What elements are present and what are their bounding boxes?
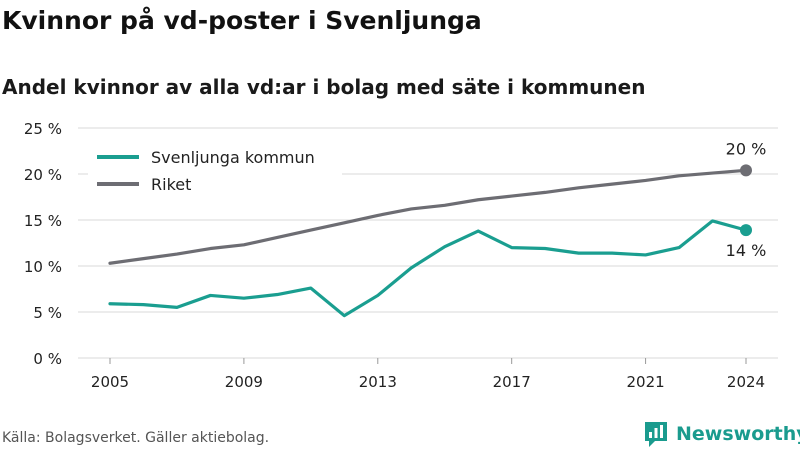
chart-title: Kvinnor på vd-poster i Svenljunga	[2, 6, 482, 35]
series-end-marker	[740, 224, 752, 237]
chart-labels: 0 % 5 % 10 % 15 % 20 % 25 % 2005 2009 2013 2017 20…	[24, 120, 766, 391]
end-value-label: 20 %	[726, 139, 767, 158]
line-chart: 0 % 5 % 10 % 15 % 20 % 25 % 2005 2009 2013 2017 20…	[24, 120, 778, 391]
legend: Svenljunga kommun Riket	[88, 140, 342, 202]
source-note: Källa: Bolagsverket. Gäller aktiebolag.	[2, 430, 270, 446]
chart-subtitle: Andel kvinnor av alla vd:ar i bolag med …	[2, 75, 646, 99]
y-tick-label: 20 %	[24, 166, 62, 184]
y-tick-label: 15 %	[24, 212, 62, 230]
series-lines	[108, 164, 752, 318]
legend-label: Svenljunga kommun	[151, 148, 315, 167]
x-tick-label: 2017	[493, 373, 531, 391]
x-tick-label: 2024	[727, 373, 765, 391]
end-value-label: 14 %	[726, 241, 767, 260]
x-tick-label: 2013	[359, 373, 397, 391]
series-end-marker	[740, 164, 752, 177]
x-tick-label: 2009	[225, 373, 263, 391]
legend-label: Riket	[151, 175, 191, 194]
newsworthy-icon	[645, 422, 667, 447]
y-tick-label: 5 %	[33, 304, 62, 322]
x-tick-label: 2021	[626, 373, 664, 391]
series-line	[108, 219, 748, 318]
y-tick-label: 10 %	[24, 258, 62, 276]
series-line	[108, 168, 748, 265]
legend-background	[88, 140, 342, 202]
newsworthy-logo: Newsworthy	[643, 420, 800, 448]
y-tick-label: 0 %	[33, 350, 62, 368]
brand-name: Newsworthy	[676, 423, 800, 445]
x-tick-label: 2005	[91, 373, 129, 391]
y-tick-label: 25 %	[24, 120, 62, 138]
